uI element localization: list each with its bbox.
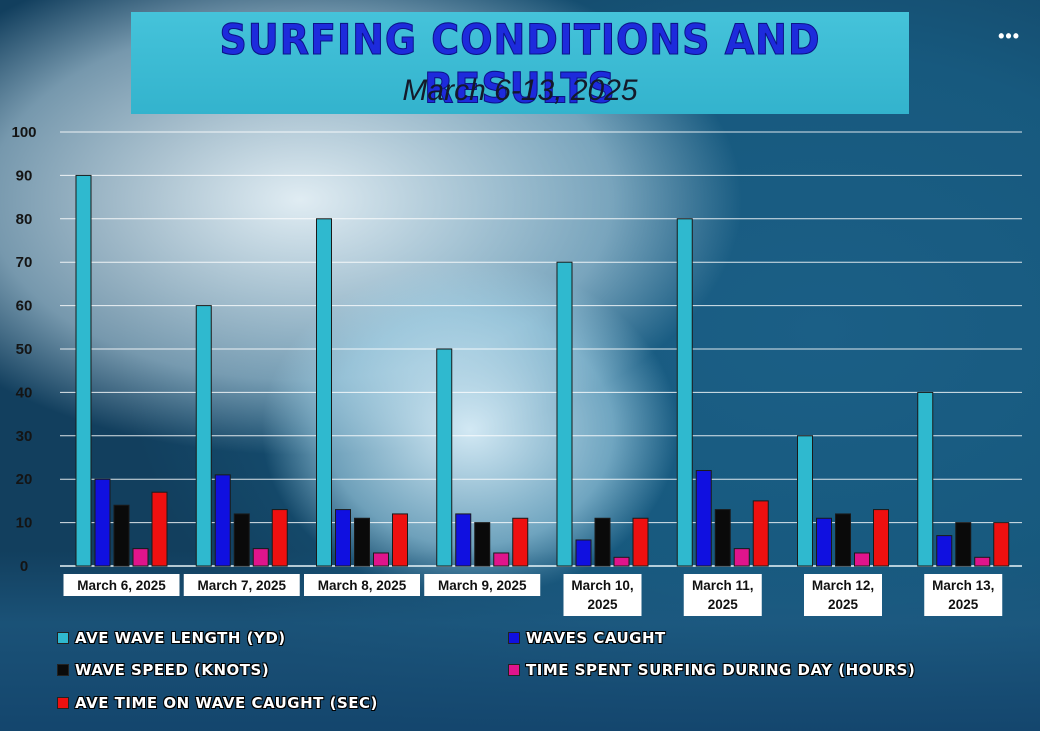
y-tick-label: 10 bbox=[16, 515, 33, 532]
bar bbox=[676, 218, 693, 567]
y-tick-label: 70 bbox=[16, 254, 33, 271]
x-tick-label-box bbox=[183, 574, 300, 596]
bar bbox=[151, 491, 168, 567]
bar bbox=[594, 517, 611, 567]
title-banner: Surfing Conditions and Results March 6-1… bbox=[131, 12, 909, 114]
x-tick-label: 2025 bbox=[587, 597, 618, 612]
bar bbox=[854, 552, 870, 567]
x-tick-label-box bbox=[924, 574, 1003, 616]
bar bbox=[917, 391, 934, 567]
bar bbox=[252, 548, 269, 567]
bar bbox=[613, 556, 630, 567]
x-tick-label: March 9, 2025 bbox=[438, 578, 527, 593]
x-tick-label: March 7, 2025 bbox=[197, 578, 286, 593]
bar bbox=[474, 522, 491, 567]
x-tick-label: March 12, bbox=[812, 578, 874, 593]
x-tick-label-box bbox=[63, 574, 180, 596]
bar bbox=[354, 517, 370, 567]
bar bbox=[955, 522, 972, 567]
bar bbox=[974, 556, 991, 567]
y-tick-label: 80 bbox=[16, 211, 33, 228]
x-tick-label: March 10, bbox=[571, 578, 633, 593]
bar bbox=[316, 218, 332, 567]
x-tick-label-box bbox=[804, 574, 882, 616]
x-tick-label-box bbox=[683, 574, 762, 616]
y-tick-label: 100 bbox=[11, 124, 36, 141]
bar bbox=[695, 470, 712, 567]
y-tick-label: 30 bbox=[16, 428, 33, 445]
bar bbox=[233, 513, 250, 567]
y-tick-label: 50 bbox=[16, 341, 33, 358]
bar bbox=[335, 509, 351, 567]
y-tick-label: 20 bbox=[16, 471, 33, 488]
x-tick-label: March 13, bbox=[932, 578, 994, 593]
y-tick-label: 0 bbox=[20, 558, 28, 575]
bar bbox=[132, 548, 149, 567]
bar bbox=[556, 261, 573, 567]
x-tick-label-box bbox=[304, 574, 420, 596]
bar bbox=[714, 509, 731, 567]
more-horizontal-icon[interactable]: ••• bbox=[998, 26, 1020, 46]
bar bbox=[816, 517, 832, 567]
bar bbox=[733, 548, 750, 567]
y-tick-label: 60 bbox=[16, 298, 33, 315]
x-tick-label: 2025 bbox=[828, 597, 859, 612]
bar bbox=[271, 509, 288, 567]
x-tick-label: 2025 bbox=[708, 597, 739, 612]
bar bbox=[752, 500, 769, 567]
bar bbox=[113, 504, 130, 567]
bar bbox=[632, 517, 649, 567]
bar bbox=[195, 305, 212, 567]
bar bbox=[512, 517, 529, 567]
bar bbox=[373, 552, 389, 567]
bar bbox=[75, 174, 92, 567]
bar bbox=[493, 552, 510, 567]
x-tick-label: March 8, 2025 bbox=[318, 578, 407, 593]
x-tick-label-box bbox=[424, 574, 541, 596]
y-tick-label: 90 bbox=[16, 167, 33, 184]
x-tick-label: March 6, 2025 bbox=[77, 578, 166, 593]
bar bbox=[993, 522, 1010, 567]
bar bbox=[835, 513, 851, 567]
y-tick-label: 40 bbox=[16, 384, 33, 401]
chart-subtitle: March 6-13, 2025 bbox=[402, 74, 638, 107]
bar bbox=[575, 539, 592, 567]
bar bbox=[797, 435, 813, 567]
bar bbox=[94, 478, 111, 567]
x-tick-label: March 11, bbox=[692, 578, 754, 593]
bar bbox=[392, 513, 408, 567]
bar bbox=[873, 509, 889, 567]
bar bbox=[936, 535, 953, 567]
bar bbox=[214, 474, 231, 567]
bar bbox=[436, 348, 453, 567]
x-tick-label-box bbox=[563, 574, 642, 616]
chart-title: Surfing Conditions and Results bbox=[219, 15, 821, 113]
x-tick-label: 2025 bbox=[948, 597, 979, 612]
bar bbox=[455, 513, 472, 567]
